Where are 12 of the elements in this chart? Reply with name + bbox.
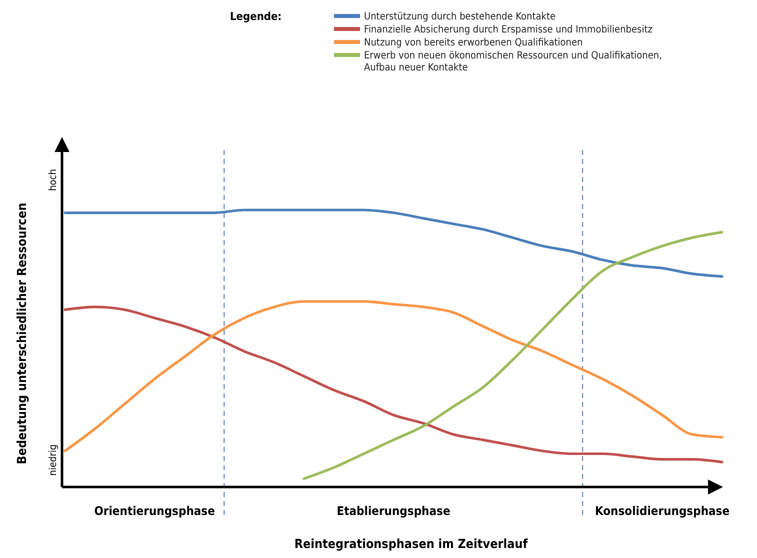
legend-label: Erwerb von neuen ökonomischen Ressourcen und Qualifikationen, Aufbau neuer Kontakte bbox=[364, 50, 662, 74]
x-tick-label: Etablierungsphase bbox=[336, 504, 450, 518]
x-tick-label: Konsolidierungsphase bbox=[594, 504, 730, 518]
legend-label: Nutzung von bereits erworbenen Qualifikationen bbox=[364, 38, 583, 48]
y-axis-title: Bedeutung unterschiedlicher Ressourcen bbox=[14, 202, 29, 464]
text: hoch bbox=[48, 169, 59, 191]
legend-label: Finanzielle Absicherung durch Erspamisse und Immobilienbesitz bbox=[364, 24, 653, 36]
legend-label: Unterstützung durch bestehende Kontakte bbox=[364, 12, 556, 22]
legend-title: Legende: bbox=[230, 10, 282, 23]
x-tick-label: Orientierungsphase bbox=[94, 504, 215, 518]
x-axis-title: Reintegrationsphasen im Zeitverlauf bbox=[294, 536, 528, 551]
text: niedrig bbox=[48, 444, 59, 476]
